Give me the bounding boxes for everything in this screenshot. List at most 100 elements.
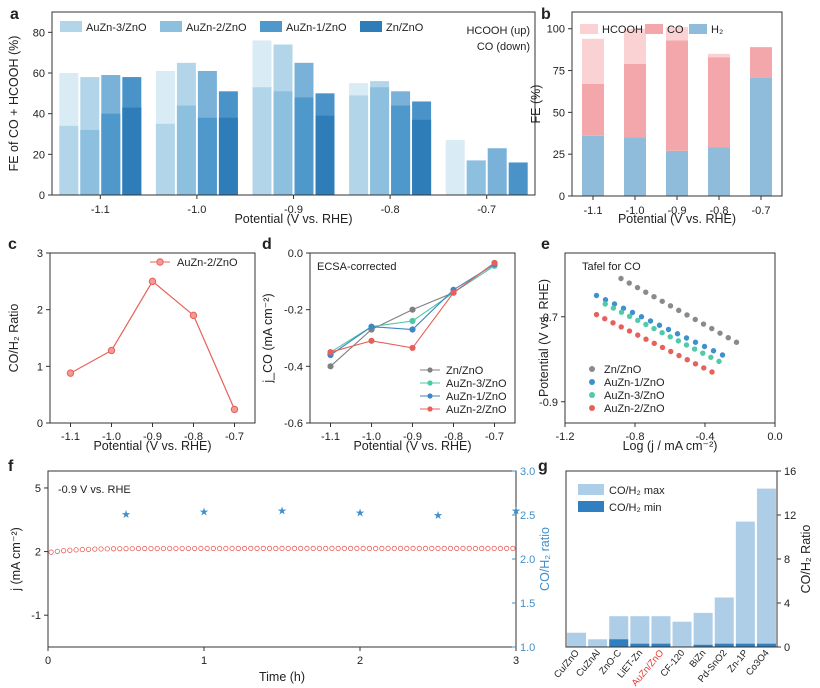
d-xtick-label: -0.8 — [444, 431, 463, 443]
f-current-point — [504, 545, 510, 551]
bar-g-min — [609, 639, 629, 647]
e-point — [683, 342, 690, 348]
bar-g-min — [735, 643, 755, 647]
f-y2tick-label: 1.0 — [520, 642, 535, 654]
e-point — [676, 352, 682, 359]
e-point — [611, 301, 618, 307]
bar-b-co — [666, 40, 688, 151]
e-point — [684, 357, 690, 363]
g-xtick-label: Co3O4 — [744, 648, 772, 678]
bar-a-co — [273, 91, 293, 195]
d-point — [409, 306, 416, 313]
f-current-point — [298, 545, 304, 551]
f-y2tick-label: 1.5 — [520, 598, 535, 610]
e-point — [593, 292, 600, 299]
panel-letter-c: c — [8, 236, 17, 253]
e-point — [717, 330, 723, 336]
f-current-point — [397, 545, 404, 551]
f-current-point — [485, 545, 491, 551]
f-current-point — [110, 546, 117, 552]
f-current-point — [73, 547, 79, 553]
bar-a-co — [122, 107, 142, 195]
f-current-point — [454, 545, 460, 551]
f-current-point — [266, 545, 273, 551]
f-current-point — [179, 545, 185, 552]
f-current-point — [441, 545, 447, 551]
f-current-point — [366, 545, 372, 551]
f-current-point — [248, 545, 254, 551]
e-point — [676, 307, 682, 314]
f-current-point — [510, 545, 516, 551]
f-current-point — [148, 545, 154, 552]
g-ytick-label: 4 — [784, 598, 790, 610]
e-point — [692, 316, 698, 323]
f-current-point — [129, 545, 135, 552]
b-xlabel: Potential (V vs. RHE) — [618, 212, 736, 226]
c-point — [230, 405, 239, 414]
chart-b: -1.1 -1.0 -0.9 -0.8 -0.7 0 25 50 75 100 FE (%) Pote… — [529, 11, 783, 226]
e-point — [618, 309, 625, 315]
f-current-point — [466, 545, 472, 551]
f-current-point — [435, 545, 441, 551]
e-point — [651, 340, 657, 347]
legend-d-marker — [427, 367, 433, 373]
f-ratio-point: ★ — [199, 506, 209, 518]
panel-letter-a: a — [10, 6, 19, 23]
f-current-point — [104, 546, 110, 552]
legend-b-label: H₂ — [711, 24, 723, 36]
f-xtick-label: 2 — [357, 655, 363, 667]
bar-a-co — [80, 129, 100, 195]
e-point — [651, 325, 657, 332]
f-xtick-label: 0 — [45, 655, 51, 667]
bar-b-hcooh — [582, 38, 604, 84]
f-current-point — [372, 545, 379, 551]
bar-g-max — [588, 639, 608, 647]
legend-c-label: AuZn-2/ZnO — [177, 257, 238, 269]
f-current-point — [79, 546, 85, 553]
c-xtick-label: -1.0 — [102, 431, 121, 443]
c-xtick-label: -0.9 — [143, 431, 162, 443]
a-xlabel: Potential (V vs. RHE) — [234, 212, 352, 226]
bar-a-co — [252, 87, 272, 195]
a-xtick-label: -0.8 — [381, 204, 400, 216]
d-ytick-label: 0.0 — [288, 248, 303, 260]
legend-g-swatch — [578, 484, 604, 495]
f-current-point — [479, 545, 485, 551]
e-point — [610, 305, 617, 311]
f-current-point — [154, 545, 160, 552]
d-xtick-label: -1.0 — [362, 431, 381, 443]
bar-a-hcooh — [508, 162, 528, 195]
bar-a-co — [466, 160, 486, 195]
legend-e-marker — [589, 366, 595, 372]
legend-a-swatch — [260, 21, 282, 32]
f-current-point — [354, 545, 360, 551]
f-xtick-label: 3 — [513, 655, 519, 667]
f-current-point — [67, 547, 73, 553]
f-current-point — [229, 545, 235, 552]
panel-letter-d: d — [262, 236, 272, 253]
d-ytick-label: -0.2 — [284, 305, 303, 317]
legend-a-swatch — [60, 21, 82, 32]
e-point — [675, 338, 682, 344]
f-current-point — [192, 545, 198, 552]
bar-b-co — [624, 63, 646, 138]
e-point — [643, 321, 649, 328]
f-y2tick-label: 3.0 — [520, 466, 535, 478]
bar-a-co — [294, 97, 314, 195]
e-point — [626, 313, 633, 319]
legend-g-label: CO/H₂ max — [609, 485, 665, 497]
f-current-point — [210, 545, 216, 552]
f-current-point — [497, 545, 503, 551]
e-point — [668, 348, 674, 355]
c-ytick-label: 0 — [37, 418, 43, 430]
b-ytick-label: 100 — [547, 24, 565, 36]
legend-d-label: Zn/ZnO — [446, 365, 484, 377]
bar-b-h2 — [708, 147, 730, 196]
legend-e-label: AuZn-2/ZnO — [604, 403, 665, 415]
bar-a-co — [412, 119, 432, 195]
bar-a-co — [155, 123, 175, 195]
legend-a-swatch — [360, 21, 382, 32]
bar-g-max — [735, 521, 755, 647]
e-point — [593, 311, 600, 318]
g-ylabel: CO/H₂ Ratio — [799, 525, 813, 594]
